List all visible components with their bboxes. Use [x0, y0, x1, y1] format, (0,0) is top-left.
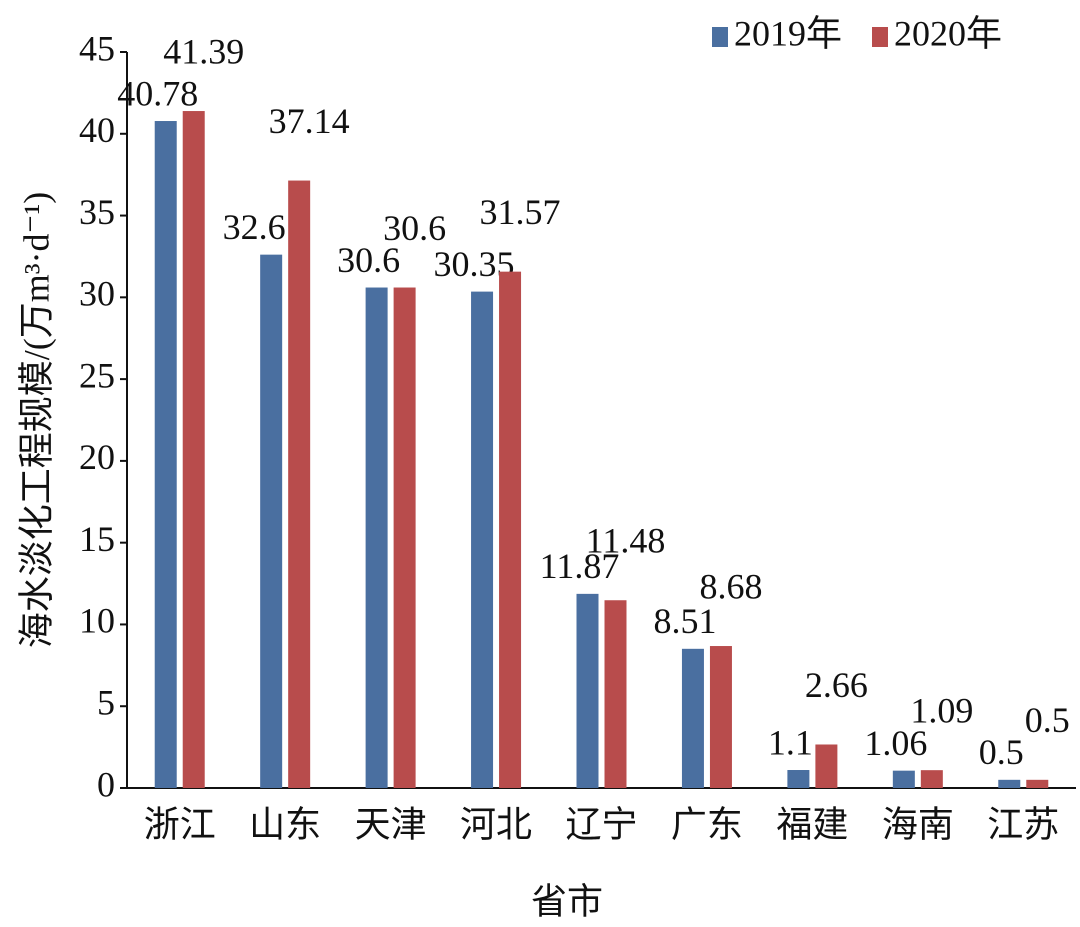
value-label: 8.51: [653, 601, 716, 641]
bar: [365, 287, 388, 788]
x-tick-label: 广东: [671, 804, 743, 844]
x-tick-label: 天津: [355, 804, 427, 844]
value-label: 37.14: [269, 101, 350, 141]
y-tick-label: 10: [79, 601, 115, 641]
y-tick-label: 30: [79, 274, 115, 314]
bar: [576, 593, 599, 788]
bar: [288, 180, 311, 788]
y-tick-label: 40: [79, 110, 115, 150]
bar: [182, 111, 205, 788]
value-label: 11.87: [540, 546, 620, 586]
value-label: 11.48: [586, 521, 666, 561]
bar: [892, 770, 915, 788]
y-tick-label: 15: [79, 519, 115, 559]
x-tick-label: 福建: [776, 804, 848, 844]
bar: [998, 779, 1021, 788]
bar: [499, 271, 522, 788]
value-label: 8.68: [699, 566, 762, 606]
bar: [920, 770, 943, 788]
bar: [260, 254, 283, 789]
x-tick-label: 山东: [249, 804, 321, 844]
y-tick-label: 35: [79, 192, 115, 232]
bar: [604, 600, 627, 788]
legend-swatch: [872, 27, 888, 47]
x-tick-label: 海南: [882, 804, 954, 844]
legend-label: 2019年: [734, 13, 842, 53]
y-tick-label: 25: [79, 355, 115, 395]
bar: [815, 744, 838, 788]
y-tick-label: 45: [79, 28, 115, 68]
value-label: 0.5: [1025, 700, 1070, 740]
y-axis-title: 海水淡化工程规模/(万m³·d⁻¹): [16, 192, 56, 649]
bar: [393, 287, 416, 788]
value-label: 30.6: [383, 208, 446, 248]
value-label: 41.39: [163, 31, 244, 71]
value-label: 1.06: [864, 723, 927, 763]
value-label: 31.57: [480, 192, 561, 232]
x-tick-label: 江苏: [987, 804, 1059, 844]
bar: [1026, 779, 1049, 788]
y-tick-label: 5: [97, 682, 115, 722]
value-label: 1.09: [910, 690, 973, 730]
x-tick-label: 浙江: [144, 804, 216, 844]
bar: [681, 648, 704, 788]
x-axis-title: 省市: [531, 881, 603, 921]
value-label: 0.5: [979, 732, 1024, 772]
value-label: 30.6: [337, 240, 400, 280]
bar: [154, 121, 177, 788]
y-tick-label: 0: [97, 764, 115, 804]
bar: [787, 770, 810, 788]
y-tick-label: 20: [79, 437, 115, 477]
value-label: 2.66: [805, 665, 868, 705]
bar: [471, 291, 494, 788]
x-tick-label: 河北: [460, 804, 532, 844]
value-label: 40.78: [117, 73, 198, 113]
bar: [709, 646, 732, 788]
x-tick-label: 辽宁: [565, 804, 637, 844]
value-label: 1.1: [768, 722, 813, 762]
legend-label: 2020年: [894, 13, 1002, 53]
legend-swatch: [712, 27, 728, 47]
